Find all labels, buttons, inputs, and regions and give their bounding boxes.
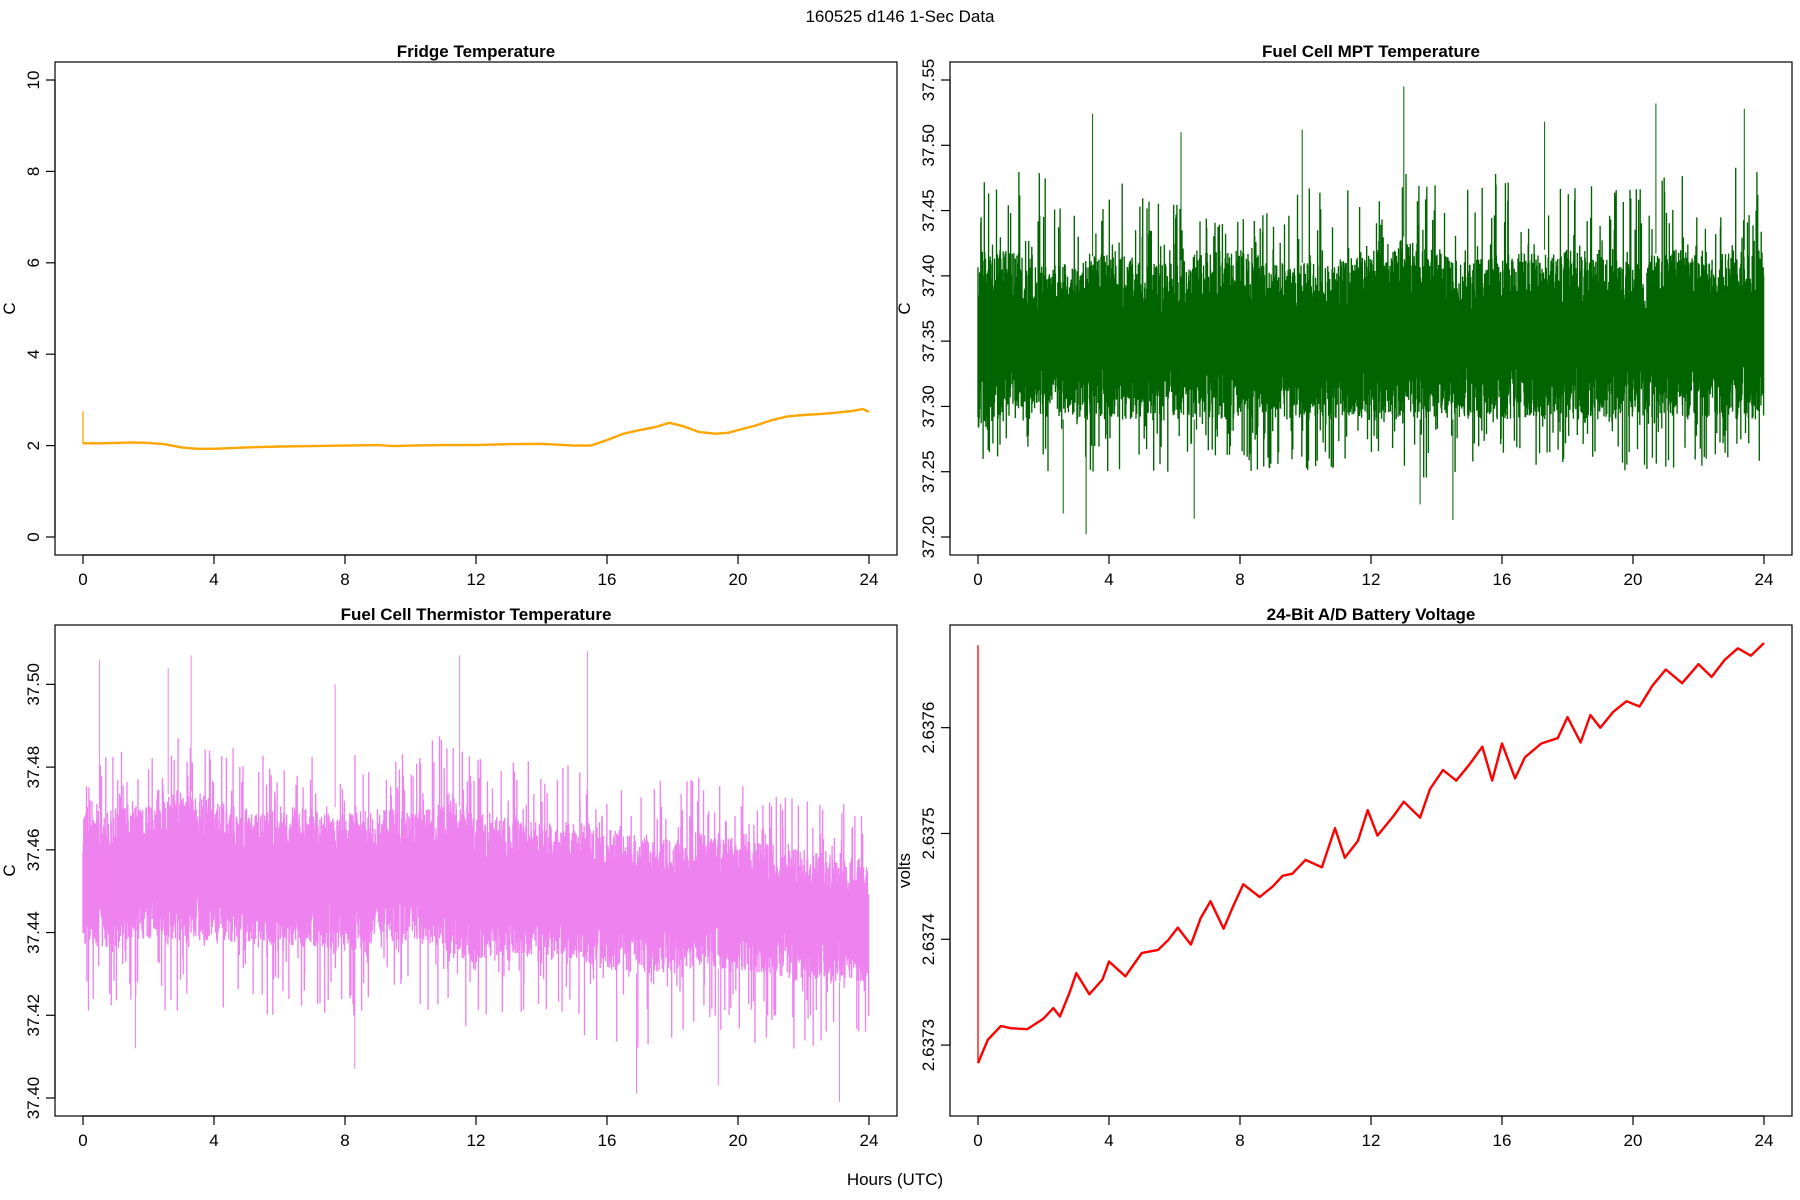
y-tick-label: 37.42 (24, 994, 43, 1037)
y-tick-label: 37.55 (919, 59, 938, 102)
y-axis-label: C (895, 302, 914, 314)
y-axis-label: C (0, 302, 19, 314)
series-thermistor-extremes (98, 651, 840, 1103)
y-tick-label: 4 (24, 349, 43, 358)
x-tick-label: 20 (729, 1131, 748, 1150)
x-tick-label: 4 (209, 570, 218, 589)
x-tick-label: 16 (598, 1131, 617, 1150)
y-tick-label: 37.40 (919, 255, 938, 298)
y-tick-label: 37.46 (24, 829, 43, 872)
series-thermistor-trace (82, 736, 870, 1049)
series-fridge-line (83, 407, 870, 450)
y-tick-label: 37.25 (919, 450, 938, 493)
y-tick-label: 37.20 (919, 516, 938, 559)
series-mpt-trace (977, 167, 1765, 478)
panel-title: Fuel Cell MPT Temperature (1262, 42, 1480, 61)
panel-fuel-cell-mpt-temperature: Fuel Cell MPT Temperature C 0 4 8 12 16 20 24 3… (895, 42, 1793, 589)
plot-area (82, 651, 870, 1103)
y-tick-label: 2.6373 (919, 1019, 938, 1071)
y-tick-label: 10 (24, 71, 43, 90)
x-tick-label: 0 (78, 570, 87, 589)
x-tick-label: 8 (1235, 570, 1244, 589)
panel-battery-voltage: 24-Bit A/D Battery Voltage volts 0 4 8 12 16… (895, 605, 1793, 1150)
x-tick-label: 0 (78, 1131, 87, 1150)
y-tick-label: 37.50 (919, 124, 938, 167)
y-tick-label: 37.44 (24, 911, 43, 954)
x-tick-label: 16 (598, 570, 617, 589)
series-battery-line (976, 642, 1765, 1064)
x-tick-label: 0 (973, 1131, 982, 1150)
y-tick-label: 37.35 (919, 320, 938, 363)
x-tick-label: 20 (729, 570, 748, 589)
x-tick-label: 4 (1104, 570, 1113, 589)
y-tick-label: 37.30 (919, 385, 938, 428)
y-axis-label: volts (895, 853, 914, 888)
figure-xlabel: Hours (UTC) (847, 1170, 943, 1189)
y-tick-label: 6 (24, 258, 43, 267)
plot-frame (54, 61, 898, 556)
x-tick-label: 20 (1624, 570, 1643, 589)
x-tick-label: 8 (1235, 1131, 1244, 1150)
y-axis-label: C (0, 864, 19, 876)
x-tick-label: 24 (860, 570, 879, 589)
x-tick-label: 20 (1624, 1131, 1643, 1150)
x-tick-label: 8 (340, 570, 349, 589)
panel-fuel-cell-thermistor-temperature: Fuel Cell Thermistor Temperature C 0 4 8 12… (0, 605, 898, 1150)
plot-frame (949, 624, 1793, 1117)
panel-title: Fridge Temperature (397, 42, 555, 61)
x-tick-label: 12 (1362, 1131, 1381, 1150)
x-tick-label: 0 (973, 570, 982, 589)
x-tick-label: 12 (467, 570, 486, 589)
x-tick-label: 12 (467, 1131, 486, 1150)
x-tick-label: 8 (340, 1131, 349, 1150)
x-tick-label: 16 (1493, 1131, 1512, 1150)
panel-title: Fuel Cell Thermistor Temperature (341, 605, 612, 624)
y-tick-label: 0 (24, 532, 43, 541)
y-tick-label: 37.50 (24, 663, 43, 706)
y-tick-label: 37.40 (24, 1077, 43, 1120)
plot-area (82, 407, 870, 450)
x-tick-label: 24 (860, 1131, 879, 1150)
y-tick-label: 2.6376 (919, 702, 938, 754)
plot-area (977, 86, 1765, 535)
x-tick-label: 12 (1362, 570, 1381, 589)
y-tick-label: 2.6374 (919, 913, 938, 965)
x-tick-label: 24 (1755, 1131, 1774, 1150)
y-tick-label: 2.6375 (919, 807, 938, 859)
y-tick-label: 37.48 (24, 746, 43, 789)
x-tick-label: 16 (1493, 570, 1512, 589)
series-mpt-extremes (1062, 86, 1745, 535)
panel-title: 24-Bit A/D Battery Voltage (1267, 605, 1476, 624)
y-tick-label: 2 (24, 441, 43, 450)
y-tick-label: 8 (24, 167, 43, 176)
figure-title: 160525 d146 1-Sec Data (805, 7, 995, 26)
x-tick-label: 4 (1104, 1131, 1113, 1150)
x-tick-label: 24 (1755, 570, 1774, 589)
y-tick-label: 37.45 (919, 189, 938, 232)
plot-area (976, 642, 1765, 1064)
x-tick-label: 4 (209, 1131, 218, 1150)
